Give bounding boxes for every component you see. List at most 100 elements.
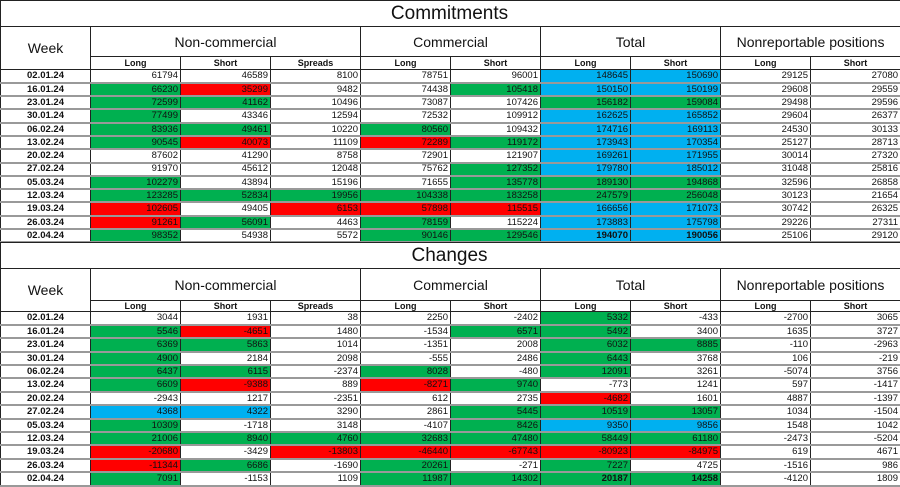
cell-nr-long: 29498 (721, 96, 811, 109)
cell-nr-short: 26858 (811, 176, 900, 189)
cell-comm-long: 104338 (361, 189, 451, 202)
cell-nc-spreads: 19956 (271, 189, 361, 202)
cell-nr-short: -219 (811, 352, 900, 365)
noncommercial-header: Non-commercial (91, 27, 361, 57)
cell-nc-long: -20680 (91, 445, 181, 458)
cell-total-short: 9856 (631, 419, 721, 432)
week-cell: 05.03.24 (1, 419, 91, 432)
cell-nr-long: 29226 (721, 216, 811, 229)
cell-nc-short: 46589 (181, 70, 271, 83)
cell-total-long: 7227 (541, 459, 631, 472)
cell-nc-spreads: 4760 (271, 432, 361, 445)
cell-nr-short: 3727 (811, 325, 900, 338)
cell-nr-long: 1635 (721, 325, 811, 338)
cell-nc-spreads: 15196 (271, 176, 361, 189)
cell-nc-short: 54938 (181, 229, 271, 242)
cell-comm-long: -46440 (361, 445, 451, 458)
cell-nc-spreads: 8100 (271, 70, 361, 83)
subheader-nc-short: Short (181, 57, 271, 70)
cell-nr-long: 1548 (721, 419, 811, 432)
commitments-table: Commitments Week Non-commercial Commerci… (0, 0, 900, 243)
cell-comm-long: 20261 (361, 459, 451, 472)
cell-total-long: 58449 (541, 432, 631, 445)
week-cell: 16.01.24 (1, 83, 91, 96)
cell-nr-short: 27311 (811, 216, 900, 229)
cell-nc-long: -2943 (91, 392, 181, 405)
cell-comm-short: 8426 (451, 419, 541, 432)
cell-total-long: 5492 (541, 325, 631, 338)
week-cell: 12.03.24 (1, 189, 91, 202)
cell-comm-short: 127352 (451, 163, 541, 176)
week-cell: 20.02.24 (1, 149, 91, 162)
cell-comm-short: -67743 (451, 445, 541, 458)
cell-nc-long: 123285 (91, 189, 181, 202)
cell-comm-long: 78751 (361, 70, 451, 83)
cell-total-short: 159084 (631, 96, 721, 109)
cell-comm-long: 71655 (361, 176, 451, 189)
cell-nr-long: 597 (721, 378, 811, 391)
cell-nr-long: -1516 (721, 459, 811, 472)
cell-total-short: 190056 (631, 229, 721, 242)
cell-total-short: 175798 (631, 216, 721, 229)
cell-nr-short: 27320 (811, 149, 900, 162)
cell-total-long: 189130 (541, 176, 631, 189)
cell-comm-long: -1351 (361, 338, 451, 351)
cell-total-long: 10519 (541, 405, 631, 418)
week-cell: 30.01.24 (1, 352, 91, 365)
cell-nc-spreads: 1109 (271, 472, 361, 485)
cell-nc-spreads: 5572 (271, 229, 361, 242)
cell-comm-short: 2735 (451, 392, 541, 405)
cell-comm-long: 72901 (361, 149, 451, 162)
commitments-title: Commitments (1, 1, 900, 27)
week-cell: 02.01.24 (1, 312, 91, 325)
cell-comm-short: 109432 (451, 123, 541, 136)
subheader-nc-long: Long (91, 57, 181, 70)
cell-comm-short: 129546 (451, 229, 541, 242)
week-cell: 16.01.24 (1, 325, 91, 338)
cell-total-short: 3261 (631, 365, 721, 378)
cell-nc-long: 6369 (91, 338, 181, 351)
cell-comm-long: 11987 (361, 472, 451, 485)
cell-total-long: 247579 (541, 189, 631, 202)
cell-nc-spreads: 10220 (271, 123, 361, 136)
cell-nc-long: 90545 (91, 136, 181, 149)
cell-comm-long: 75762 (361, 163, 451, 176)
cell-total-long: -80923 (541, 445, 631, 458)
cell-total-short: 165852 (631, 109, 721, 122)
cell-comm-short: 2008 (451, 338, 541, 351)
cell-nr-short: 986 (811, 459, 900, 472)
cell-nr-short: -1397 (811, 392, 900, 405)
cell-nr-long: 25106 (721, 229, 811, 242)
cell-nc-spreads: 4463 (271, 216, 361, 229)
cell-total-short: 1241 (631, 378, 721, 391)
week-cell: 02.04.24 (1, 229, 91, 242)
cell-nr-short: 3065 (811, 312, 900, 325)
cell-nc-spreads: 12048 (271, 163, 361, 176)
cell-nr-short: 3756 (811, 365, 900, 378)
cell-total-long: 156182 (541, 96, 631, 109)
commitments-section: Commitments Week Non-commercial Commerci… (0, 0, 900, 243)
cell-nc-long: 77499 (91, 109, 181, 122)
cell-comm-long: 80560 (361, 123, 451, 136)
cell-nr-long: 31048 (721, 163, 811, 176)
cell-nc-spreads: -13803 (271, 445, 361, 458)
cell-comm-long: 57898 (361, 202, 451, 215)
cell-comm-short: 6571 (451, 325, 541, 338)
cell-nc-short: 45612 (181, 163, 271, 176)
cell-nc-long: 91261 (91, 216, 181, 229)
cell-comm-long: 32683 (361, 432, 451, 445)
cell-total-short: 4725 (631, 459, 721, 472)
cell-total-long: 194070 (541, 229, 631, 242)
cell-total-short: 194868 (631, 176, 721, 189)
cell-nc-long: 87602 (91, 149, 181, 162)
cell-nc-long: 66230 (91, 83, 181, 96)
cell-nc-short: 1217 (181, 392, 271, 405)
